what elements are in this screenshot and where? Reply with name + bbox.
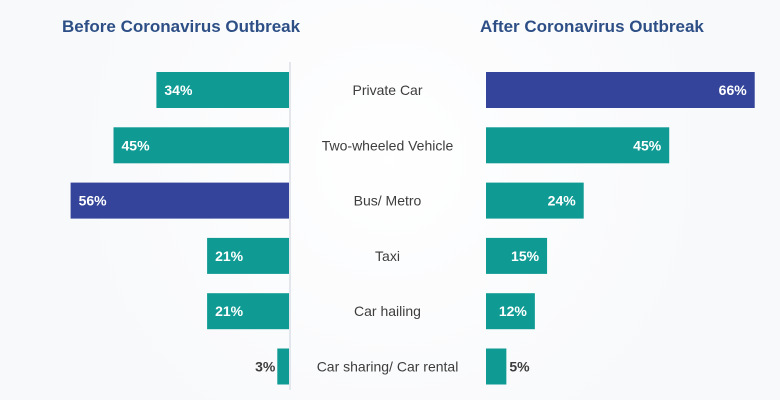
after-bar [486,72,755,108]
after-bar [486,182,584,219]
after-value-label: 12% [499,303,528,319]
before-bar [70,182,289,219]
after-value-label: 15% [511,248,540,264]
category-label: Two-wheeled Vehicle [322,137,454,153]
category-label: Private Car [352,82,422,98]
after-bar [486,348,507,385]
before-bar [156,72,289,108]
after-bar [486,237,548,274]
before-value-label: 45% [122,137,151,153]
after-value-label: 24% [548,193,577,209]
before-value-label: 34% [164,82,193,98]
before-value-label: 21% [215,303,244,319]
before-value-label: 3% [255,359,276,375]
after-bar [486,293,535,330]
before-value-label: 56% [79,193,108,209]
category-label: Car sharing/ Car rental [317,359,459,375]
before-bar [113,127,289,164]
before-bar [277,348,289,385]
after-value-label: 66% [719,82,748,98]
category-label: Bus/ Metro [354,193,422,209]
after-value-label: 45% [633,137,662,153]
before-bar [207,293,289,330]
before-bar [207,237,289,274]
after-bar [486,127,670,164]
before-value-label: 21% [215,248,244,264]
right-panel-title: After Coronavirus Outbreak [480,17,704,36]
left-panel-title: Before Coronavirus Outbreak [62,17,301,36]
category-label: Taxi [375,248,400,264]
after-value-label: 5% [509,359,530,375]
category-label: Car hailing [354,303,421,319]
